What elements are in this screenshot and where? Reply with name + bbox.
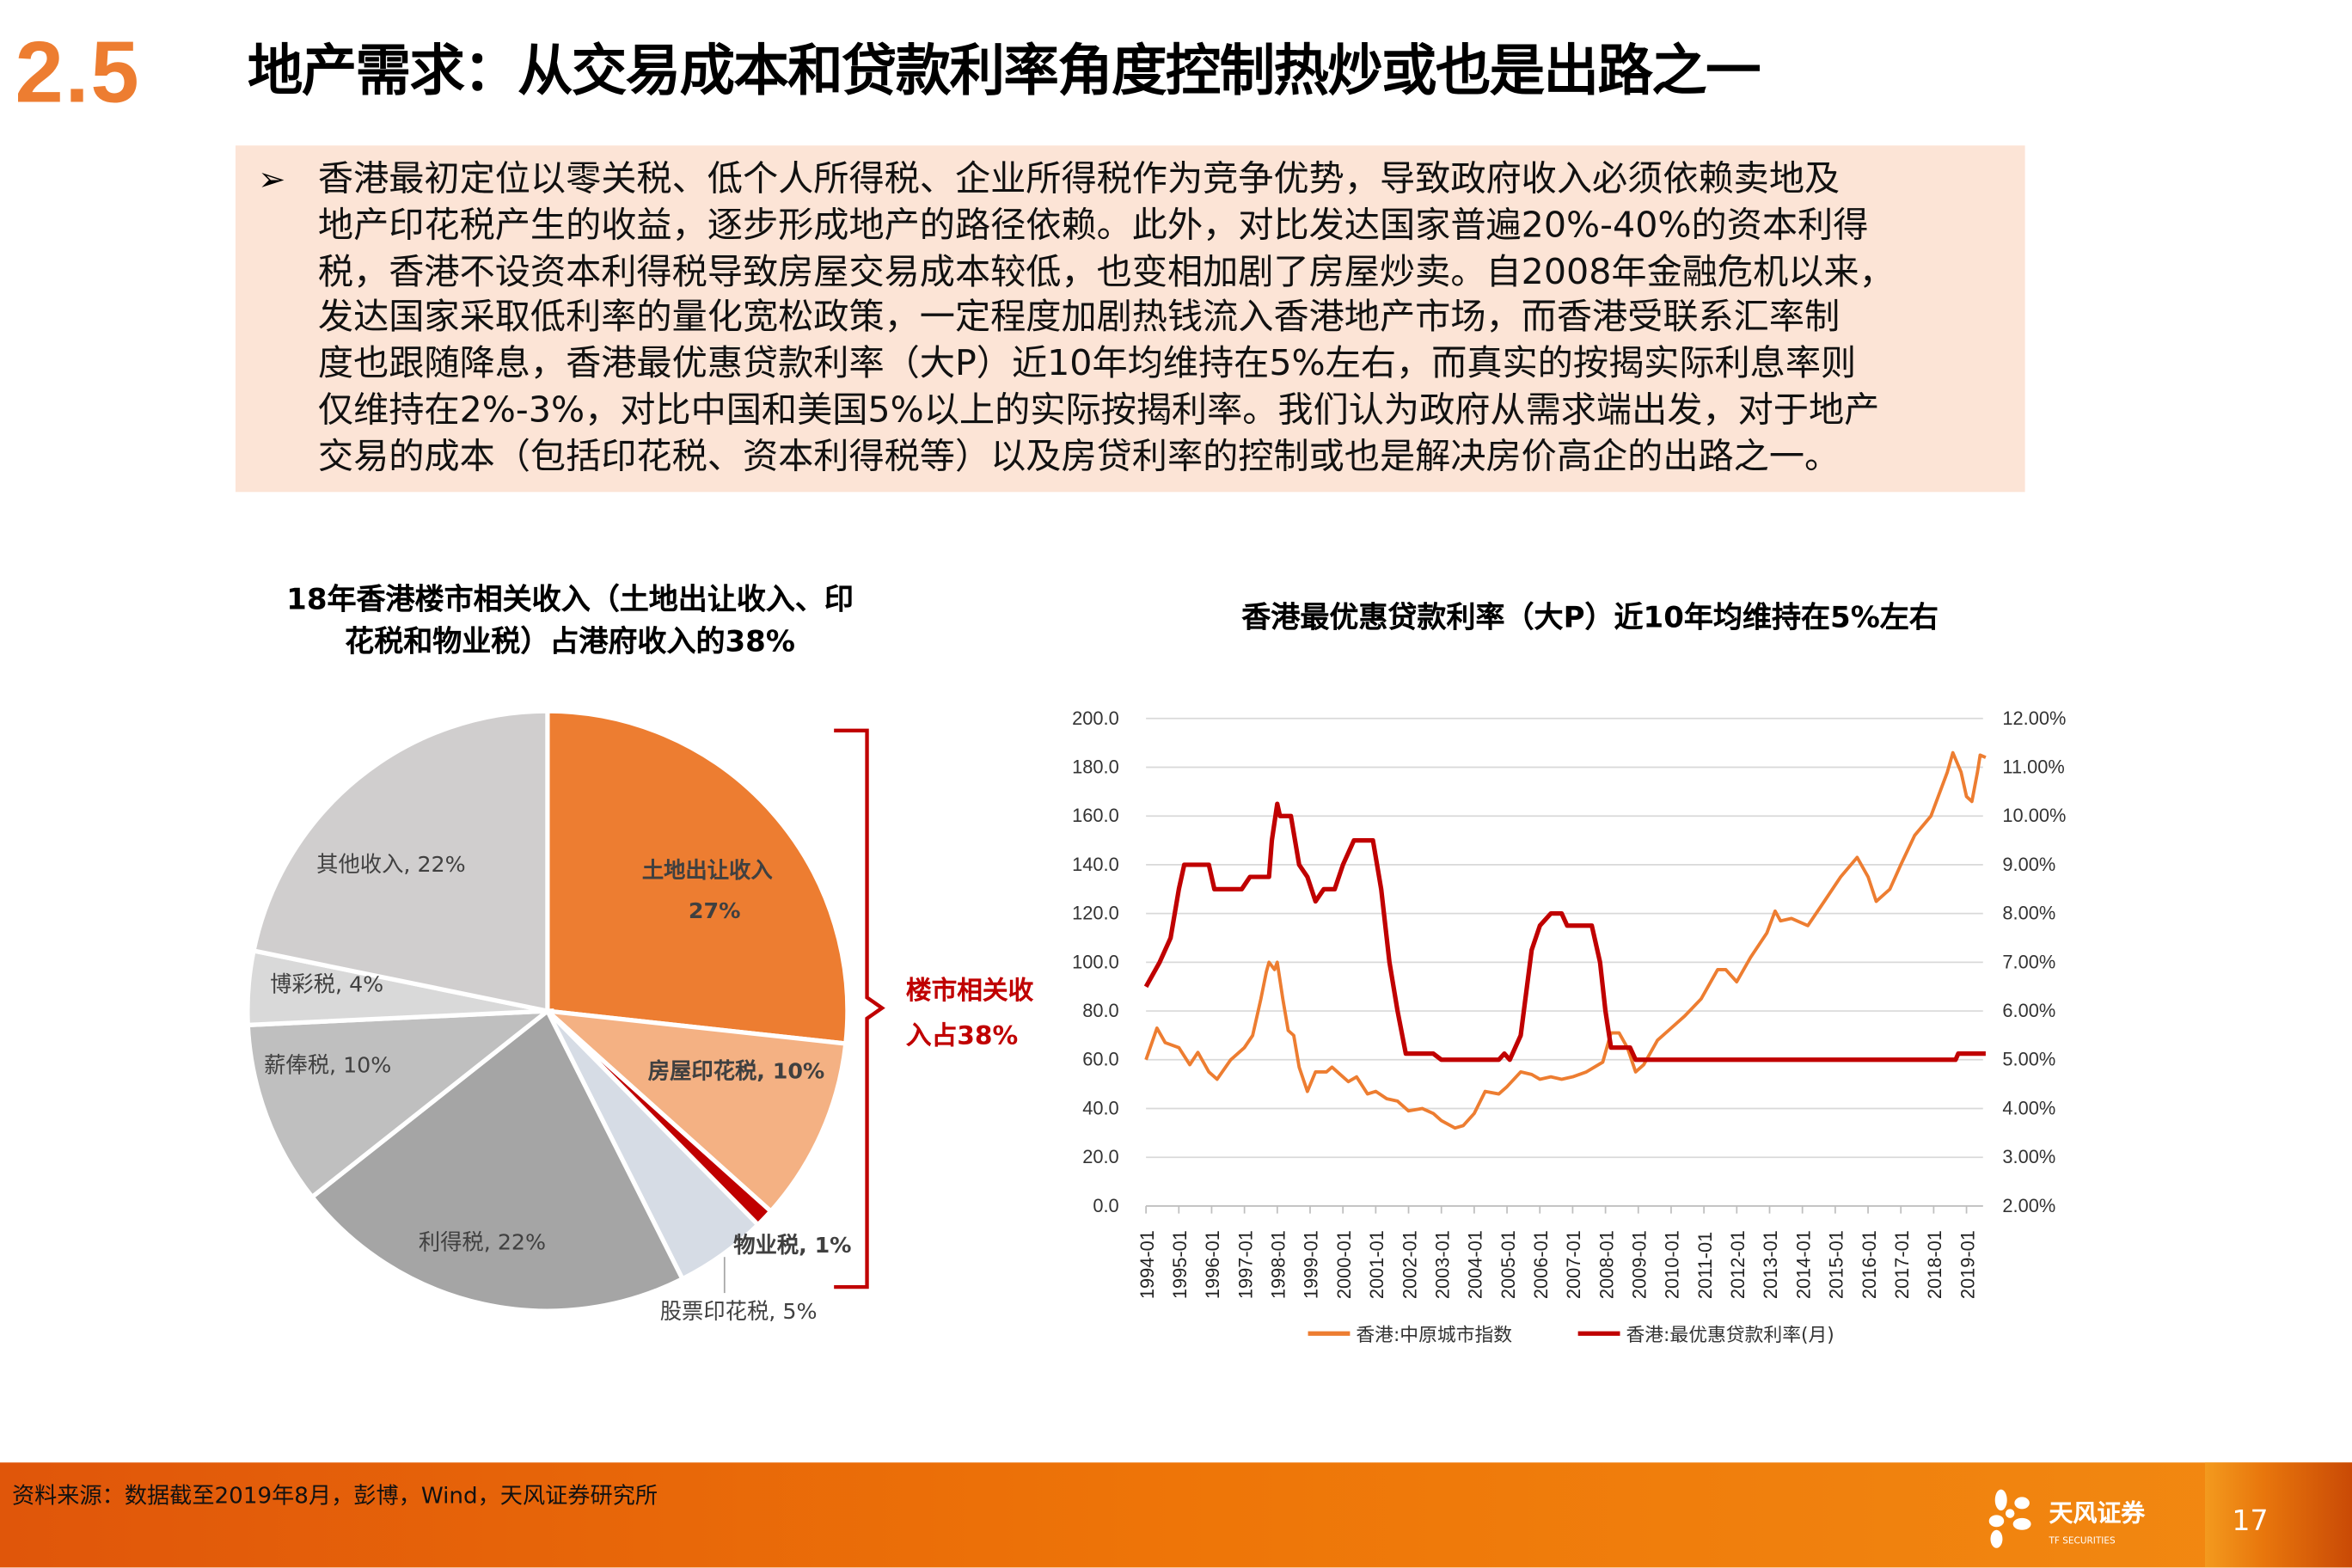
page-number-bar: [2205, 1462, 2352, 1568]
y-left-tick-label: 180.0: [1072, 756, 1119, 777]
summary-line: 发达国家采取低利率的量化宽松政策，一定程度加剧热钱流入香港地产市场，而香港受联系…: [317, 296, 1841, 339]
x-tick-label: 1997-01: [1234, 1230, 1256, 1299]
bracket-annotation: 楼市相关收 入占38%: [906, 969, 1033, 1059]
pie-slice: [245, 1008, 554, 1201]
slide-title: 地产需求：从交易成本和贷款利率角度控制热炒或也是出路之一: [247, 39, 1761, 104]
x-tick-label: 1996-01: [1202, 1230, 1223, 1299]
y-left-tick-label: 20.0: [1082, 1146, 1118, 1167]
pie-chart-title: 18年香港楼市相关收入（土地出让收入、印 花税和物业税）占港府收入的38%: [240, 579, 900, 664]
summary-line: 仅维持在2%-3%，对比中国和美国5%以上的实际按揭利率。我们认为政府从需求端出…: [317, 388, 1880, 431]
y-right-tick-label: 6.00%: [2002, 1000, 2055, 1021]
y-left-tick-label: 100.0: [1072, 951, 1119, 972]
y-right-tick-label: 4.00%: [2002, 1097, 2055, 1118]
pie-label: 其他收入, 22%: [316, 853, 466, 878]
x-tick-label: 2000-01: [1333, 1230, 1355, 1299]
y-left-tick-label: 120.0: [1072, 903, 1119, 924]
summary-text: 香港最初定位以零关税、低个人所得税、企业所得税作为竞争优势，导致政府收入必须依赖…: [318, 156, 1895, 479]
legend-label: 香港:最优惠贷款利率(月): [1626, 1325, 1834, 1346]
section-number: 2.5: [15, 23, 141, 122]
pie-label: 土地出让收入: [641, 859, 773, 884]
company-logo-subtext: TF SECURITIES: [2049, 1535, 2116, 1547]
x-tick-label: 2016-01: [1859, 1230, 1880, 1299]
pie-label: 物业税, 1%: [733, 1234, 852, 1259]
x-tick-label: 2004-01: [1465, 1230, 1486, 1299]
y-right-tick-label: 3.00%: [2002, 1146, 2055, 1167]
series-line: [1143, 801, 1986, 1063]
y-right-tick-label: 7.00%: [2002, 951, 2055, 972]
annotation-line: 入占38%: [905, 1021, 1019, 1052]
pie-label: 股票印花税, 5%: [659, 1300, 818, 1325]
summary-line: 地产印花税产生的收益，逐步形成地产的路径依赖。此外，对比发达国家普遍20%-40…: [317, 203, 1869, 246]
x-tick-label: 2007-01: [1563, 1230, 1584, 1299]
y-left-tick-label: 160.0: [1072, 805, 1119, 826]
company-logo-text: 天风证券: [2049, 1498, 2146, 1528]
pie-label-pct: 27%: [688, 899, 741, 924]
pie-slice: [250, 708, 550, 1014]
y-right-tick-label: 8.00%: [2002, 903, 2055, 924]
page-number: 17: [2232, 1504, 2269, 1538]
pie-slice: [545, 708, 850, 1046]
x-tick-label: 2011-01: [1694, 1232, 1716, 1299]
x-tick-label: 2006-01: [1530, 1230, 1552, 1299]
source-note: 资料来源：数据截至2019年8月，彭博，Wind，天风证券研究所: [11, 1481, 658, 1510]
x-tick-label: 2014-01: [1792, 1230, 1814, 1299]
x-tick-label: 2005-01: [1498, 1230, 1519, 1299]
arrow-bullet-icon: ➢: [258, 162, 286, 200]
pie-slice: [541, 1008, 848, 1215]
x-tick-label: 2019-01: [1957, 1230, 1978, 1299]
y-left-tick-label: 0.0: [1093, 1195, 1118, 1216]
x-tick-label: 2002-01: [1399, 1230, 1420, 1299]
y-right-tick-label: 12.00%: [2002, 707, 2066, 729]
x-tick-label: 2003-01: [1431, 1230, 1453, 1299]
pie-slice: [309, 1008, 686, 1314]
x-tick-label: 1994-01: [1136, 1230, 1158, 1299]
y-right-tick-label: 9.00%: [2002, 854, 2055, 875]
y-right-tick-label: 5.00%: [2002, 1049, 2055, 1070]
summary-box: [235, 145, 2025, 493]
pie-title-line: 18年香港楼市相关收入（土地出让收入、印: [286, 582, 854, 617]
x-tick-label: 2010-01: [1662, 1230, 1683, 1299]
x-tick-label: 2009-01: [1629, 1230, 1651, 1299]
x-tick-label: 1999-01: [1301, 1230, 1322, 1299]
y-right-tick-label: 11.00%: [2002, 756, 2064, 777]
annotation-line: 楼市相关收: [905, 976, 1034, 1007]
summary-line: 交易的成本（包括印花税、资本利得税等）以及房贷利率的控制或也是解决房价高企的出路…: [317, 434, 1841, 477]
pie-label: 房屋印花税, 10%: [647, 1060, 825, 1085]
pie-label: 薪俸税, 10%: [264, 1054, 392, 1079]
x-tick-label: 2012-01: [1727, 1230, 1749, 1299]
x-tick-label: 2015-01: [1826, 1230, 1847, 1299]
summary-line: 香港最初定位以零关税、低个人所得税、企业所得税作为竞争优势，导致政府收入必须依赖…: [317, 157, 1841, 200]
y-left-tick-label: 200.0: [1072, 707, 1119, 729]
x-tick-label: 2013-01: [1760, 1230, 1781, 1299]
line-chart-title: 香港最优惠贷款利率（大P）近10年均维持在5%左右: [1241, 599, 1939, 635]
series-line: [1144, 750, 1987, 1130]
bracket: [834, 728, 885, 1289]
x-tick-label: 1995-01: [1169, 1230, 1191, 1299]
pie-label: 利得税, 22%: [418, 1231, 547, 1256]
summary-line: 税，香港不设资本利得税导致房屋交易成本较低，也变相加剧了房屋炒卖。自2008年金…: [317, 249, 1895, 292]
y-right-tick-label: 10.00%: [2002, 805, 2066, 826]
x-tick-label: 2001-01: [1366, 1230, 1387, 1299]
y-right-tick-label: 2.00%: [2002, 1195, 2055, 1216]
x-tick-label: 2018-01: [1924, 1230, 1945, 1299]
summary-line: 度也跟随降息，香港最优惠贷款利率（大P）近10年均维持在5%左右，而真实的按揭实…: [317, 342, 1857, 385]
x-tick-label: 1998-01: [1268, 1230, 1289, 1299]
pie-title-line: 花税和物业税）占港府收入的38%: [345, 623, 795, 659]
y-left-tick-label: 40.0: [1082, 1097, 1118, 1118]
y-left-tick-label: 80.0: [1082, 1000, 1118, 1021]
y-left-tick-label: 140.0: [1072, 854, 1119, 875]
y-left-tick-label: 60.0: [1082, 1049, 1118, 1070]
footer-bar: [0, 1462, 2352, 1568]
x-tick-label: 2017-01: [1891, 1230, 1913, 1299]
x-tick-label: 2008-01: [1596, 1230, 1617, 1299]
pie-label: 博彩税, 4%: [270, 973, 384, 998]
legend-label: 香港:中原城市指数: [1356, 1325, 1512, 1346]
company-logo-icon: [1988, 1489, 2031, 1548]
